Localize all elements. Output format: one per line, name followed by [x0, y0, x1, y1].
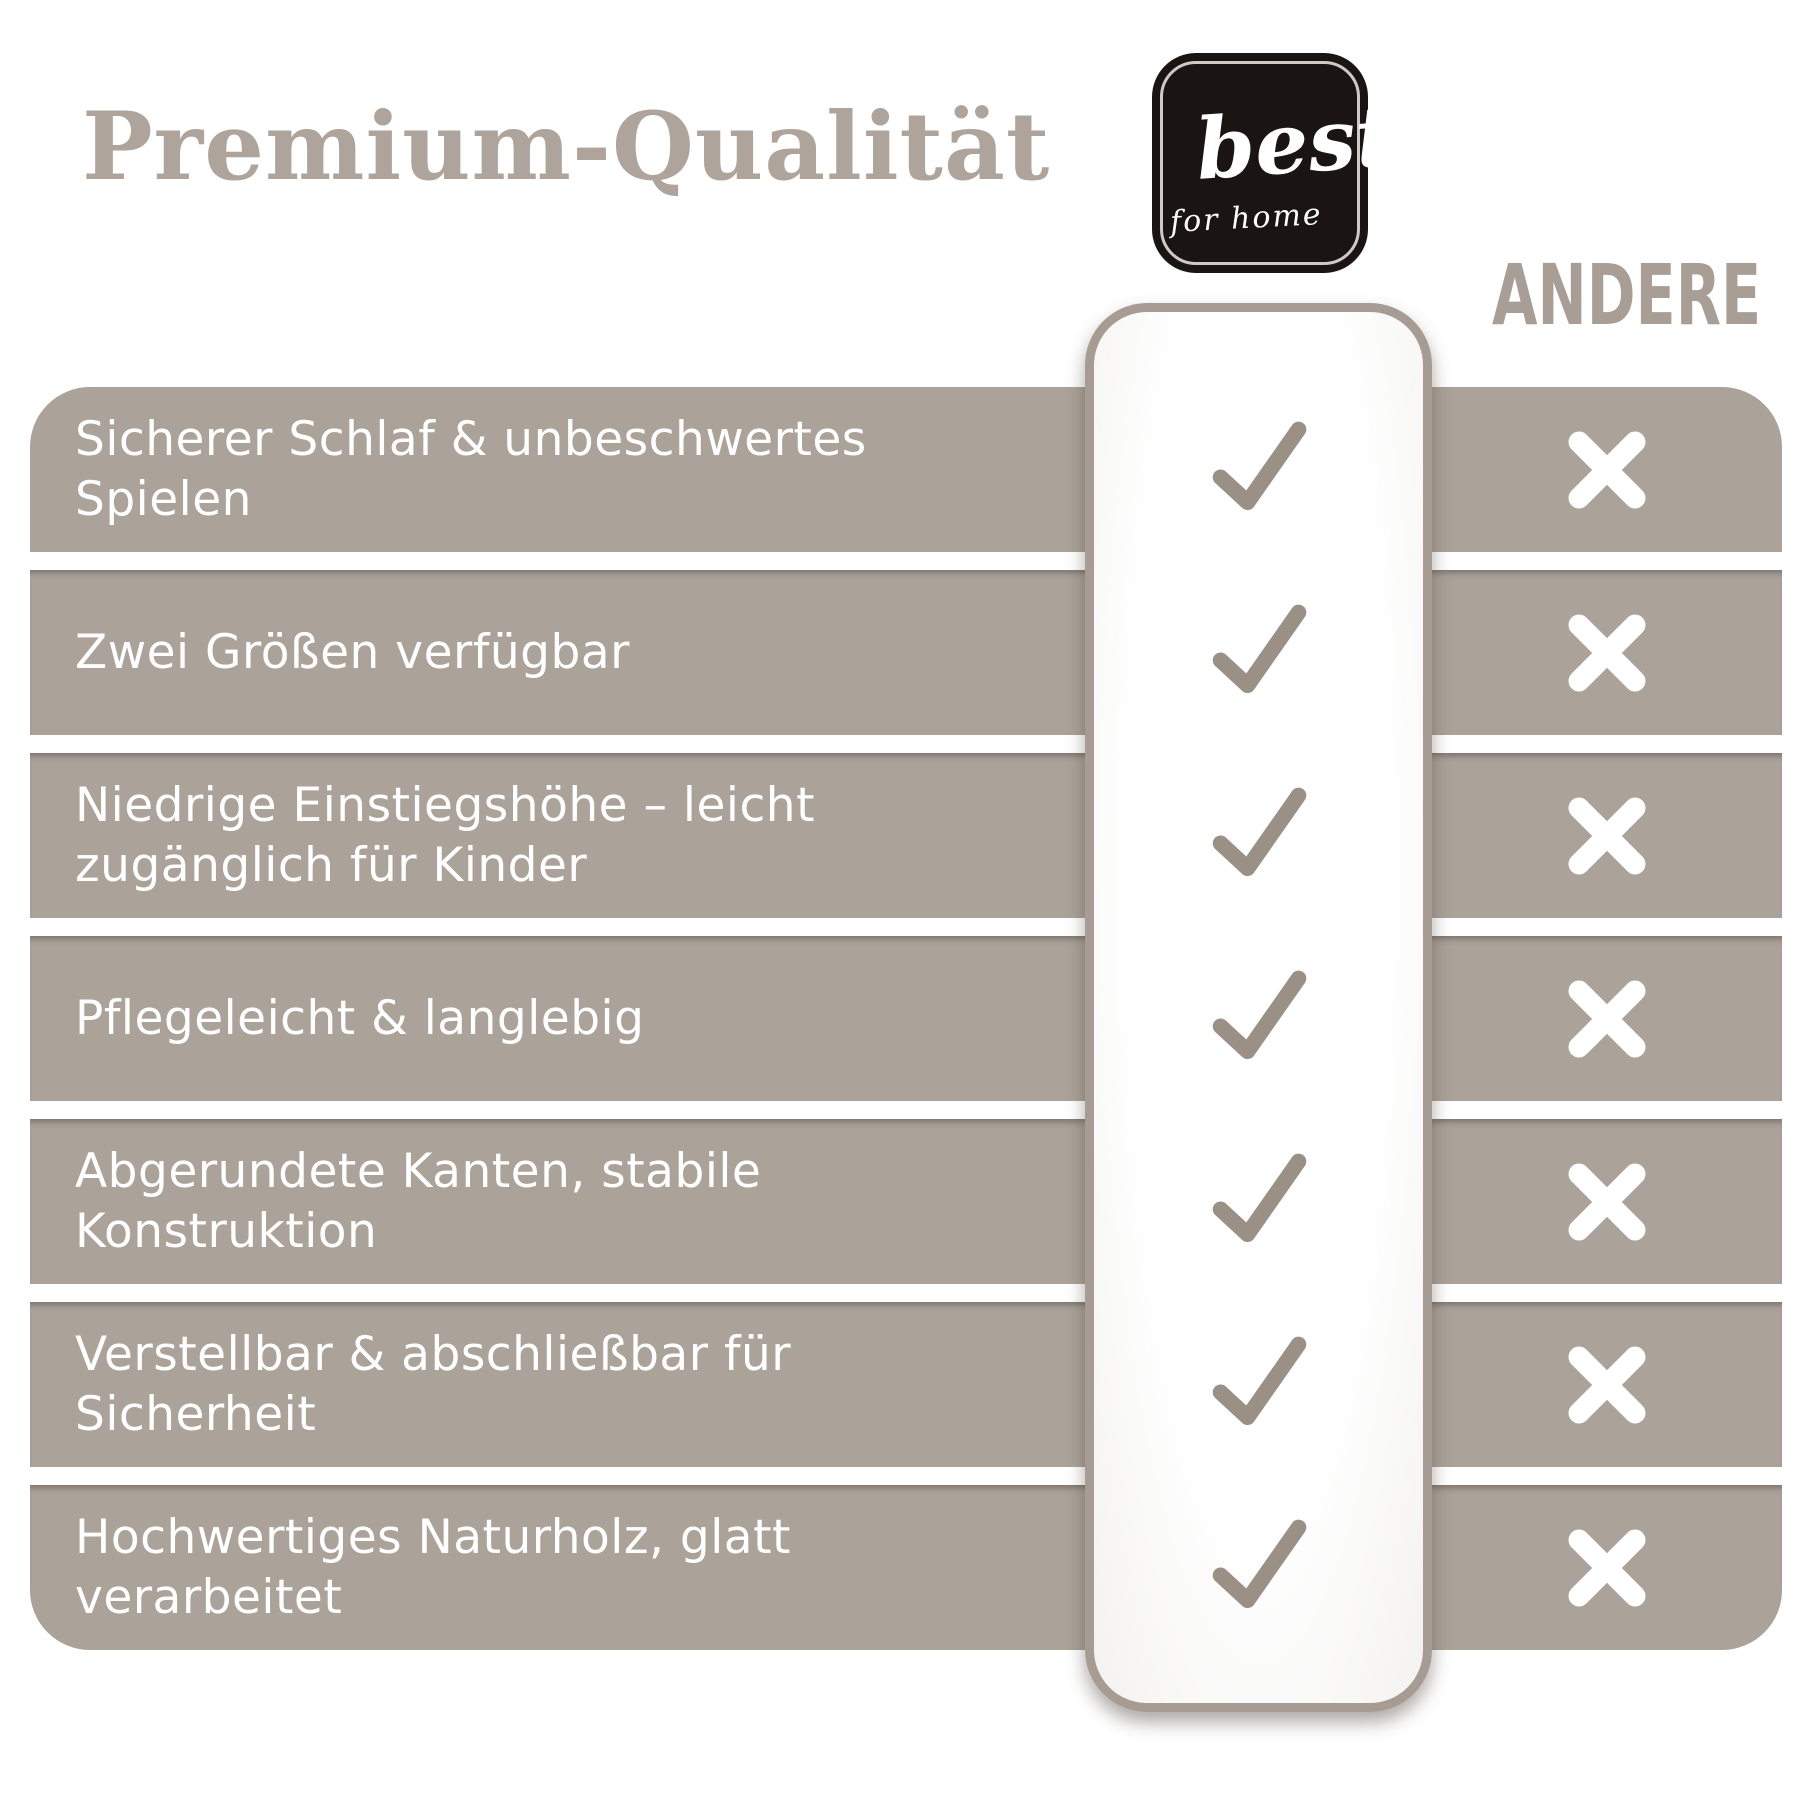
check-icon: [1094, 570, 1423, 735]
check-icon: [1094, 753, 1423, 918]
cross-icon: [1527, 936, 1687, 1101]
feature-label: Hochwertiges Naturholz, glatt verarbeite…: [75, 1509, 791, 1625]
feature-label: Niedrige Einstiegshöhe – leicht zugängli…: [75, 777, 816, 893]
brand-name: best: [1192, 86, 1398, 199]
table-row: Niedrige Einstiegshöhe – leicht zugängli…: [30, 753, 1782, 918]
cross-icon: [1527, 753, 1687, 918]
brand-logo: best for home: [1152, 53, 1397, 273]
feature-label: Abgerundete Kanten, stabile Konstruktion: [75, 1143, 762, 1259]
feature-label: Verstellbar & abschließbar für Sicherhei…: [75, 1326, 792, 1442]
logo-inner-ring: [1160, 61, 1360, 265]
cross-icon: [1527, 387, 1687, 552]
feature-label: Zwei Größen verfügbar: [75, 624, 630, 680]
cross-icon: [1527, 1485, 1687, 1650]
check-icon: [1094, 1302, 1423, 1467]
cross-icon: [1527, 1302, 1687, 1467]
table-row: Abgerundete Kanten, stabile Konstruktion: [30, 1119, 1782, 1284]
cross-icon: [1527, 570, 1687, 735]
table-row: Hochwertiges Naturholz, glatt verarbeite…: [30, 1485, 1782, 1650]
competitor-column-header: ANDERE: [1492, 246, 1762, 344]
check-icon: [1094, 1119, 1423, 1284]
table-row: Zwei Größen verfügbar: [30, 570, 1782, 735]
check-icon: [1094, 936, 1423, 1101]
page-title: Premium-Qualität: [82, 92, 1051, 202]
check-icon: [1094, 1485, 1423, 1650]
table-row: Verstellbar & abschließbar für Sicherhei…: [30, 1302, 1782, 1467]
cross-icon: [1527, 1119, 1687, 1284]
feature-label: Pflegeleicht & langlebig: [75, 990, 645, 1046]
brand-column: [1085, 303, 1432, 1712]
check-icon: [1094, 387, 1423, 552]
table-row: Pflegeleicht & langlebig: [30, 936, 1782, 1101]
feature-label: Sicherer Schlaf & unbeschwertes Spielen: [75, 411, 867, 527]
table-row: Sicherer Schlaf & unbeschwertes Spielen: [30, 387, 1782, 552]
